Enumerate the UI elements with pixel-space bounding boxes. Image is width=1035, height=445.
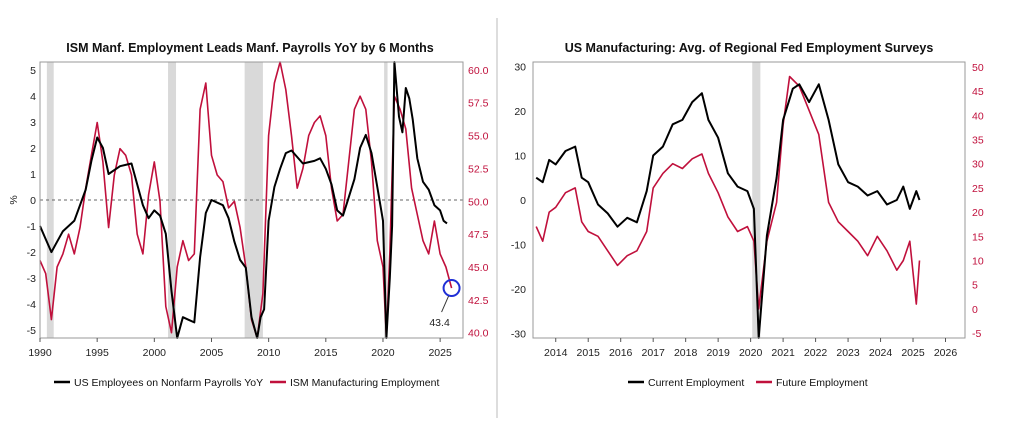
y-tick-label: -1 <box>27 221 36 233</box>
left-chart-title: ISM Manf. Employment Leads Manf. Payroll… <box>66 41 433 55</box>
y2-tick-label: 52.5 <box>468 163 489 175</box>
x-tick-label: 2015 <box>314 347 338 359</box>
y-tick-label: -20 <box>511 284 526 296</box>
x-tick-label: 2023 <box>836 347 860 359</box>
legend-label-future: Future Employment <box>776 377 868 389</box>
right-recession-bands <box>752 62 761 338</box>
left-x-axis-ticks: 1990 1995 2000 2005 2010 2015 2020 2025 <box>28 338 452 359</box>
x-tick-label: 2022 <box>804 347 828 359</box>
recession-band-0 <box>752 62 761 338</box>
y2-tick-label: 40.0 <box>468 328 489 340</box>
annotation-label: 43.4 <box>429 317 450 329</box>
x-tick-label: 1990 <box>28 347 52 359</box>
legend-label-ism: ISM Manufacturing Employment <box>290 377 439 389</box>
y2-tick-label: 50 <box>972 62 984 74</box>
x-tick-label: 2020 <box>371 347 395 359</box>
series-line-secondary <box>535 75 921 310</box>
x-tick-label: 2025 <box>428 347 452 359</box>
y2-tick-label: 45.0 <box>468 262 489 274</box>
right-x-axis-ticks: 2014 2015 2016 2017 2018 2019 2020 2021 2022 2023… <box>544 338 957 359</box>
recession-band-2 <box>244 62 263 338</box>
y-tick-label: 0 <box>520 195 526 207</box>
annotation-circle <box>442 279 461 298</box>
x-tick-label: 2019 <box>706 347 730 359</box>
y-tick-label: 2 <box>30 143 36 155</box>
x-tick-label: 2010 <box>257 347 281 359</box>
y2-tick-label: 5 <box>972 280 978 292</box>
legend-label-current: Current Employment <box>648 377 744 389</box>
y-tick-label: 5 <box>30 65 36 77</box>
y-tick-label: -4 <box>27 299 36 311</box>
right-series-lines <box>535 75 921 339</box>
x-tick-label: 1995 <box>85 347 109 359</box>
y-tick-label: -5 <box>27 325 36 337</box>
y-tick-label: 10 <box>514 150 526 162</box>
y2-tick-label: 42.5 <box>468 295 489 307</box>
left-legend: US Employees on Nonfarm Payrolls YoY ISM… <box>54 377 439 389</box>
left-plot-frame <box>39 61 464 339</box>
y-tick-label: 3 <box>30 117 36 129</box>
left-y-axis-label: % <box>8 195 20 204</box>
x-tick-label: 2018 <box>674 347 698 359</box>
y2-tick-label: 10 <box>972 256 984 268</box>
x-tick-label: 2021 <box>771 347 795 359</box>
y-tick-label: 4 <box>30 91 36 103</box>
left-y-axis-ticks: 5 4 3 2 1 0 -1 -2 -3 -4 -5 <box>27 65 37 337</box>
y-tick-label: 30 <box>514 61 526 73</box>
y2-tick-label: 60.0 <box>468 65 489 77</box>
y2-tick-label: 30 <box>972 159 984 171</box>
right-chart: US Manufacturing: Avg. of Regional Fed E… <box>511 41 984 389</box>
y-tick-label: 1 <box>30 169 36 181</box>
recession-band-3 <box>384 62 388 338</box>
y-tick-label: -3 <box>27 273 36 285</box>
x-tick-label: 2005 <box>200 347 224 359</box>
y-tick-label: 20 <box>514 106 526 118</box>
x-tick-label: 2017 <box>642 347 666 359</box>
y2-tick-label: 35 <box>972 134 984 146</box>
y-tick-label: -30 <box>511 329 526 341</box>
right-legend: Current Employment Future Employment <box>628 377 868 389</box>
right-y-axis-ticks: 30 20 10 0 -10 -20 -30 <box>511 61 526 340</box>
y2-tick-label: 40 <box>972 110 984 122</box>
y2-tick-label: 55.0 <box>468 131 489 143</box>
x-tick-label: 2000 <box>143 347 167 359</box>
y-tick-label: 0 <box>30 195 36 207</box>
x-tick-label: 2015 <box>577 347 601 359</box>
x-tick-label: 2020 <box>739 347 763 359</box>
y2-tick-label: 20 <box>972 207 984 219</box>
series-line-primary <box>39 61 448 339</box>
x-tick-label: 2025 <box>901 347 925 359</box>
right-plot-frame <box>532 61 966 339</box>
left-series-lines <box>39 61 453 339</box>
y2-tick-label: 25 <box>972 183 984 195</box>
y2-tick-label: 50.0 <box>468 196 489 208</box>
left-chart: ISM Manf. Employment Leads Manf. Payroll… <box>8 41 489 389</box>
y2-tick-label: 45 <box>972 86 984 98</box>
y2-tick-label: -5 <box>972 328 981 340</box>
annotation-leader-line <box>441 295 450 313</box>
legend-label-payrolls: US Employees on Nonfarm Payrolls YoY <box>74 377 263 389</box>
right-chart-title: US Manufacturing: Avg. of Regional Fed E… <box>565 41 934 55</box>
x-tick-label: 2024 <box>869 347 893 359</box>
y2-tick-label: 57.5 <box>468 98 489 110</box>
y2-tick-label: 0 <box>972 304 978 316</box>
x-tick-label: 2014 <box>544 347 568 359</box>
y2-tick-label: 15 <box>972 231 984 243</box>
recession-band-0 <box>46 62 54 338</box>
y-tick-label: -10 <box>511 240 526 252</box>
x-tick-label: 2026 <box>934 347 958 359</box>
x-tick-label: 2016 <box>609 347 633 359</box>
y2-tick-label: 47.5 <box>468 229 489 241</box>
left-secondary-y-axis-ticks: 60.0 57.5 55.0 52.5 50.0 47.5 45.0 42.5 40.0 <box>468 65 489 340</box>
series-line-primary <box>535 83 921 339</box>
y-tick-label: -2 <box>27 247 36 259</box>
